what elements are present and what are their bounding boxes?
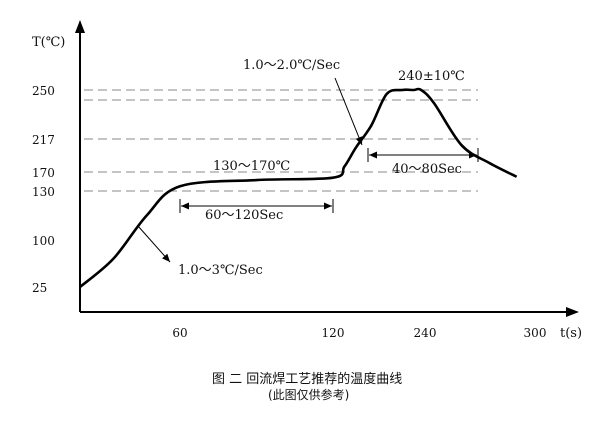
ramp-up-leader-head <box>355 136 363 145</box>
annotation-ramp-up-rate: 1.0～2.0℃/Sec <box>243 58 340 73</box>
annotation-tal-duration: 40～80Sec <box>392 162 462 177</box>
annotation-soak-temp: 130～170℃ <box>213 159 290 174</box>
x-tick-labels: 60 120 240 300 <box>172 326 546 340</box>
annotation-soak-duration: 60～120Sec <box>205 208 283 223</box>
y-tick-217: 217 <box>32 133 55 147</box>
y-tick-100: 100 <box>32 234 55 248</box>
ramp-up-leader <box>334 77 363 146</box>
annotation-peak-temp: 240±10℃ <box>398 69 465 84</box>
soak-arrow-left-head <box>181 202 189 210</box>
x-axis-arrow <box>566 307 579 317</box>
profile-curve <box>79 87 518 288</box>
profile-curve-group <box>79 87 518 288</box>
soak-arrow-right-head <box>324 202 332 210</box>
y-tick-170: 170 <box>32 166 55 180</box>
preheat-leader-head <box>162 253 170 262</box>
x-tick-300: 300 <box>524 326 547 340</box>
x-axis-label: t(s) <box>560 326 582 341</box>
preheat-leader <box>137 225 171 263</box>
y-tick-250: 250 <box>32 84 55 98</box>
tal-arrow-left-head <box>369 151 377 159</box>
y-tick-labels: 25 100 130 170 217 250 <box>32 84 55 295</box>
caption-line-2: (此图仅供参考) <box>268 387 349 402</box>
tal-arrow-right-head <box>469 151 477 159</box>
y-tick-25: 25 <box>32 281 47 295</box>
annotation-preheat-rate: 1.0～3℃/Sec <box>178 263 263 278</box>
y-tick-130: 130 <box>32 185 55 199</box>
caption-line-1: 图 二 回流焊工艺推荐的温度曲线 <box>212 371 402 387</box>
x-tick-240: 240 <box>414 326 437 340</box>
y-axis-arrow <box>75 20 85 33</box>
axes <box>75 20 579 317</box>
x-tick-60: 60 <box>172 326 187 340</box>
y-axis-label: T(℃) <box>32 35 65 50</box>
annotations: 1.0～2.0℃/Sec 240±10℃ 130～170℃ 60～120Sec 40～8… <box>137 58 479 278</box>
x-tick-120: 120 <box>322 326 345 340</box>
